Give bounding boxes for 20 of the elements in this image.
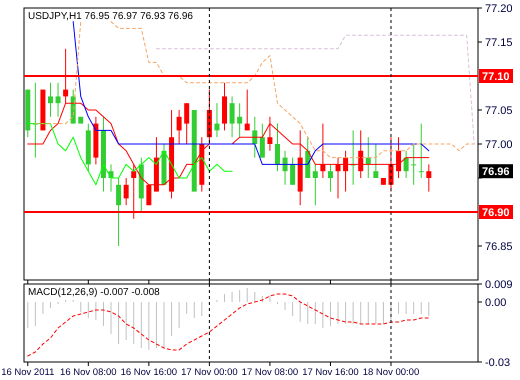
y-tick-label: 77.20 [485,3,513,15]
y-tick-label: 76.85 [485,241,513,253]
x-tick-label: 16 Nov 2011 [1,367,54,378]
chart-title: MACD(12,26,9) -0.007 -0.008 [28,287,160,298]
y-tick-label: 77.15 [485,37,513,49]
x-tick-label: 18 Nov 00:00 [362,367,420,378]
x-tick-label: 17 Nov 00:00 [181,367,238,378]
x-tick-label: 16 Nov 16:00 [120,367,178,378]
y-tick-label: -0.03 [485,357,510,369]
ref-line-label: 76.90 [482,207,510,219]
chart-title: USDJPY,H1 76.95 76.97 76.93 76.96 [28,11,194,22]
x-tick-label: 16 Nov 08:00 [60,367,117,378]
ref-line-label: 77.10 [482,71,510,83]
y-tick-label: 0.009 [485,279,513,291]
y-tick-label: 77.00 [485,139,513,151]
y-tick-label: 0.00 [485,297,506,309]
y-tick-label: 77.05 [485,105,513,117]
x-tick-label: 17 Nov 08:00 [242,367,298,378]
annotation: 76.96 [482,166,510,178]
x-tick-label: 17 Nov 16:00 [302,367,359,378]
